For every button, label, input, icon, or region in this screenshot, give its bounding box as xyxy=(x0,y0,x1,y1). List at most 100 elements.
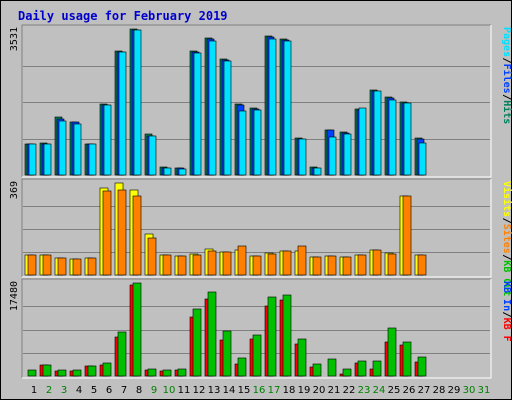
bar-kbytes-kb-in xyxy=(327,358,337,377)
bar-hits-pages xyxy=(73,123,82,176)
x-tick-label: 10 xyxy=(163,385,176,396)
bar-hits-pages xyxy=(88,143,97,176)
bar-kbytes-kb-in xyxy=(417,356,427,377)
bar-visits-sites xyxy=(147,237,157,276)
legend-visits: Visits/Sites/KB Out xyxy=(501,181,512,296)
x-tick-label: 21 xyxy=(328,385,341,396)
bar-hits-pages xyxy=(373,90,382,176)
bar-visits-sites xyxy=(372,249,382,276)
bar-kbytes-kb-in xyxy=(147,368,157,377)
legend-item: Pages xyxy=(501,27,512,57)
bar-kbytes-kb-in xyxy=(207,291,217,377)
bar-kbytes-kb-in xyxy=(312,363,322,377)
legend-kbytes: KB In/KB F xyxy=(501,281,512,342)
bar-hits-pages xyxy=(283,40,292,176)
bar-visits-sites xyxy=(87,257,97,276)
bar-hits-pages xyxy=(178,168,187,176)
x-tick-label: 8 xyxy=(136,385,142,396)
x-tick-label: 16 xyxy=(253,385,266,396)
x-tick-label: 7 xyxy=(121,385,127,396)
bar-kbytes-kb-in xyxy=(177,368,187,377)
x-tick-label: 28 xyxy=(433,385,446,396)
bar-hits-pages xyxy=(358,107,367,176)
x-tick-label: 3 xyxy=(61,385,67,396)
bar-kbytes-kb-in xyxy=(282,294,292,377)
bar-visits-sites xyxy=(207,250,217,276)
legend-separator: / xyxy=(501,58,512,64)
bar-hits-pages xyxy=(103,104,112,176)
bar-visits-sites xyxy=(402,195,412,276)
bar-visits-sites xyxy=(327,255,337,276)
bar-hits-pages xyxy=(43,143,52,176)
bar-visits-sites xyxy=(162,254,172,276)
x-tick-label: 17 xyxy=(268,385,281,396)
bar-hits-pages xyxy=(148,135,157,176)
x-tick-label: 24 xyxy=(373,385,386,396)
bar-visits-sites xyxy=(117,189,127,276)
bar-kbytes-kb-in xyxy=(117,331,127,377)
bar-visits-sites xyxy=(267,253,277,276)
bar-hits-pages xyxy=(328,136,337,176)
bar-kbytes-kb-in xyxy=(357,360,367,377)
legend-hits: Pages/Files/Hits xyxy=(501,27,512,124)
x-tick-label: 15 xyxy=(238,385,251,396)
x-tick-label: 9 xyxy=(151,385,157,396)
x-tick-label: 4 xyxy=(76,385,82,396)
legend-separator: / xyxy=(501,254,512,260)
x-tick-label: 31 xyxy=(478,385,491,396)
x-tick-label: 1 xyxy=(31,385,37,396)
bar-hits-pages xyxy=(133,29,142,176)
bar-kbytes-kb-in xyxy=(72,369,82,377)
bar-kbytes-kb-in xyxy=(222,330,232,377)
bar-hits-pages xyxy=(238,110,247,176)
bar-kbytes-kb-in xyxy=(132,282,142,377)
bar-kbytes-kb-in xyxy=(57,369,67,377)
bar-visits-sites xyxy=(387,253,397,276)
legend-item: KB In xyxy=(501,281,512,311)
bar-visits-sites xyxy=(357,254,367,276)
bar-hits-pages xyxy=(388,99,397,176)
bar-visits-sites xyxy=(192,254,202,276)
x-tick-label: 6 xyxy=(106,385,112,396)
bar-visits-sites xyxy=(72,258,82,276)
bar-hits-pages xyxy=(343,133,352,176)
x-tick-label: 12 xyxy=(193,385,206,396)
legend-item: Files xyxy=(501,64,512,94)
legend-item: Visits xyxy=(501,181,512,217)
x-tick-label: 13 xyxy=(208,385,221,396)
bar-hits-pages xyxy=(28,143,37,176)
y-max-label-visits: 369 xyxy=(9,181,20,199)
bar-hits-pages xyxy=(208,40,217,176)
x-tick-label: 29 xyxy=(448,385,461,396)
x-tick-label: 20 xyxy=(313,385,326,396)
bar-kbytes-kb-in xyxy=(267,296,277,377)
bar-hits-pages xyxy=(193,52,202,176)
bar-hits-pages xyxy=(313,167,322,176)
bar-hits-pages xyxy=(298,138,307,176)
x-tick-label: 2 xyxy=(46,385,52,396)
bar-visits-sites xyxy=(222,251,232,276)
x-tick-label: 23 xyxy=(358,385,371,396)
bar-visits-sites xyxy=(417,254,427,276)
y-max-label-hits: 3531 xyxy=(9,27,20,51)
x-tick-label: 30 xyxy=(463,385,476,396)
bar-visits-sites xyxy=(27,254,37,276)
legend-separator: / xyxy=(501,94,512,100)
bar-hits-pages xyxy=(403,102,412,176)
legend-separator: / xyxy=(501,312,512,318)
x-tick-label: 19 xyxy=(298,385,311,396)
bar-visits-sites xyxy=(312,256,322,276)
bar-kbytes-kb-in xyxy=(102,362,112,377)
x-tick-label: 27 xyxy=(418,385,431,396)
bar-kbytes-kb-in xyxy=(402,341,412,377)
x-tick-label: 5 xyxy=(91,385,97,396)
x-tick-label: 22 xyxy=(343,385,356,396)
bar-visits-sites xyxy=(237,245,247,276)
bar-visits-sites xyxy=(282,250,292,276)
bar-hits-pages xyxy=(253,109,262,176)
bar-kbytes-kb-in xyxy=(27,369,37,377)
legend-item: Sites xyxy=(501,224,512,254)
legend-separator: / xyxy=(501,218,512,224)
bar-visits-sites xyxy=(57,257,67,276)
